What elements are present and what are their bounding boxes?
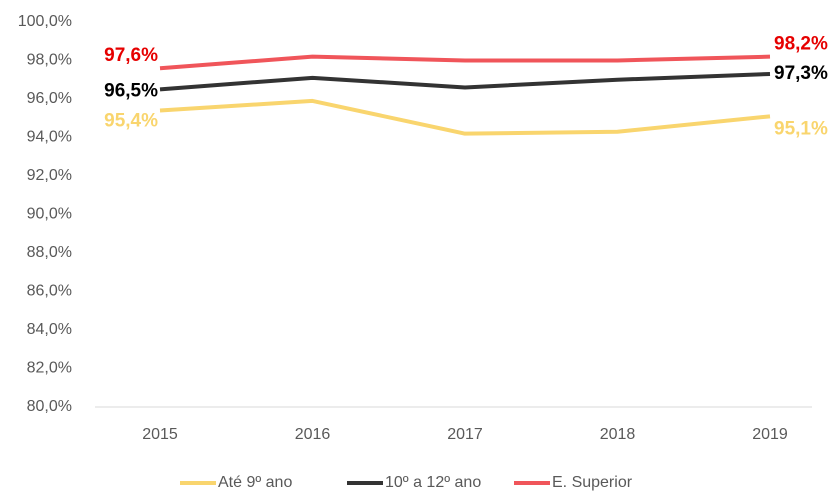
x-tick-label: 2017 bbox=[447, 426, 483, 443]
value-label: 96,5% bbox=[104, 80, 158, 101]
value-label: 98,2% bbox=[774, 34, 828, 55]
y-tick-label: 96,0% bbox=[27, 90, 72, 107]
y-tick-label: 94,0% bbox=[27, 129, 72, 146]
y-tick-label: 82,0% bbox=[27, 360, 72, 377]
y-tick-label: 80,0% bbox=[27, 398, 72, 415]
y-tick-label: 92,0% bbox=[27, 167, 72, 184]
value-label: 97,3% bbox=[774, 63, 828, 84]
value-label: 97,6% bbox=[104, 45, 158, 66]
series-line bbox=[159, 54, 771, 71]
legend-label: E. Superior bbox=[552, 474, 633, 491]
y-tick-label: 100,0% bbox=[18, 13, 72, 30]
x-tick-label: 2018 bbox=[600, 426, 636, 443]
y-tick-label: 98,0% bbox=[27, 52, 72, 69]
y-tick-label: 86,0% bbox=[27, 283, 72, 300]
y-tick-label: 88,0% bbox=[27, 244, 72, 261]
y-tick-label: 84,0% bbox=[27, 321, 72, 338]
series-line bbox=[159, 98, 771, 136]
series-line bbox=[159, 71, 771, 92]
value-label: 95,1% bbox=[774, 118, 828, 139]
legend-label: Até 9º ano bbox=[218, 474, 292, 491]
value-label: 95,4% bbox=[104, 111, 158, 132]
x-tick-label: 2019 bbox=[752, 426, 788, 443]
x-tick-label: 2016 bbox=[295, 426, 331, 443]
x-tick-label: 2015 bbox=[142, 426, 178, 443]
y-tick-label: 90,0% bbox=[27, 206, 72, 223]
legend-label: 10º a 12º ano bbox=[385, 474, 481, 491]
